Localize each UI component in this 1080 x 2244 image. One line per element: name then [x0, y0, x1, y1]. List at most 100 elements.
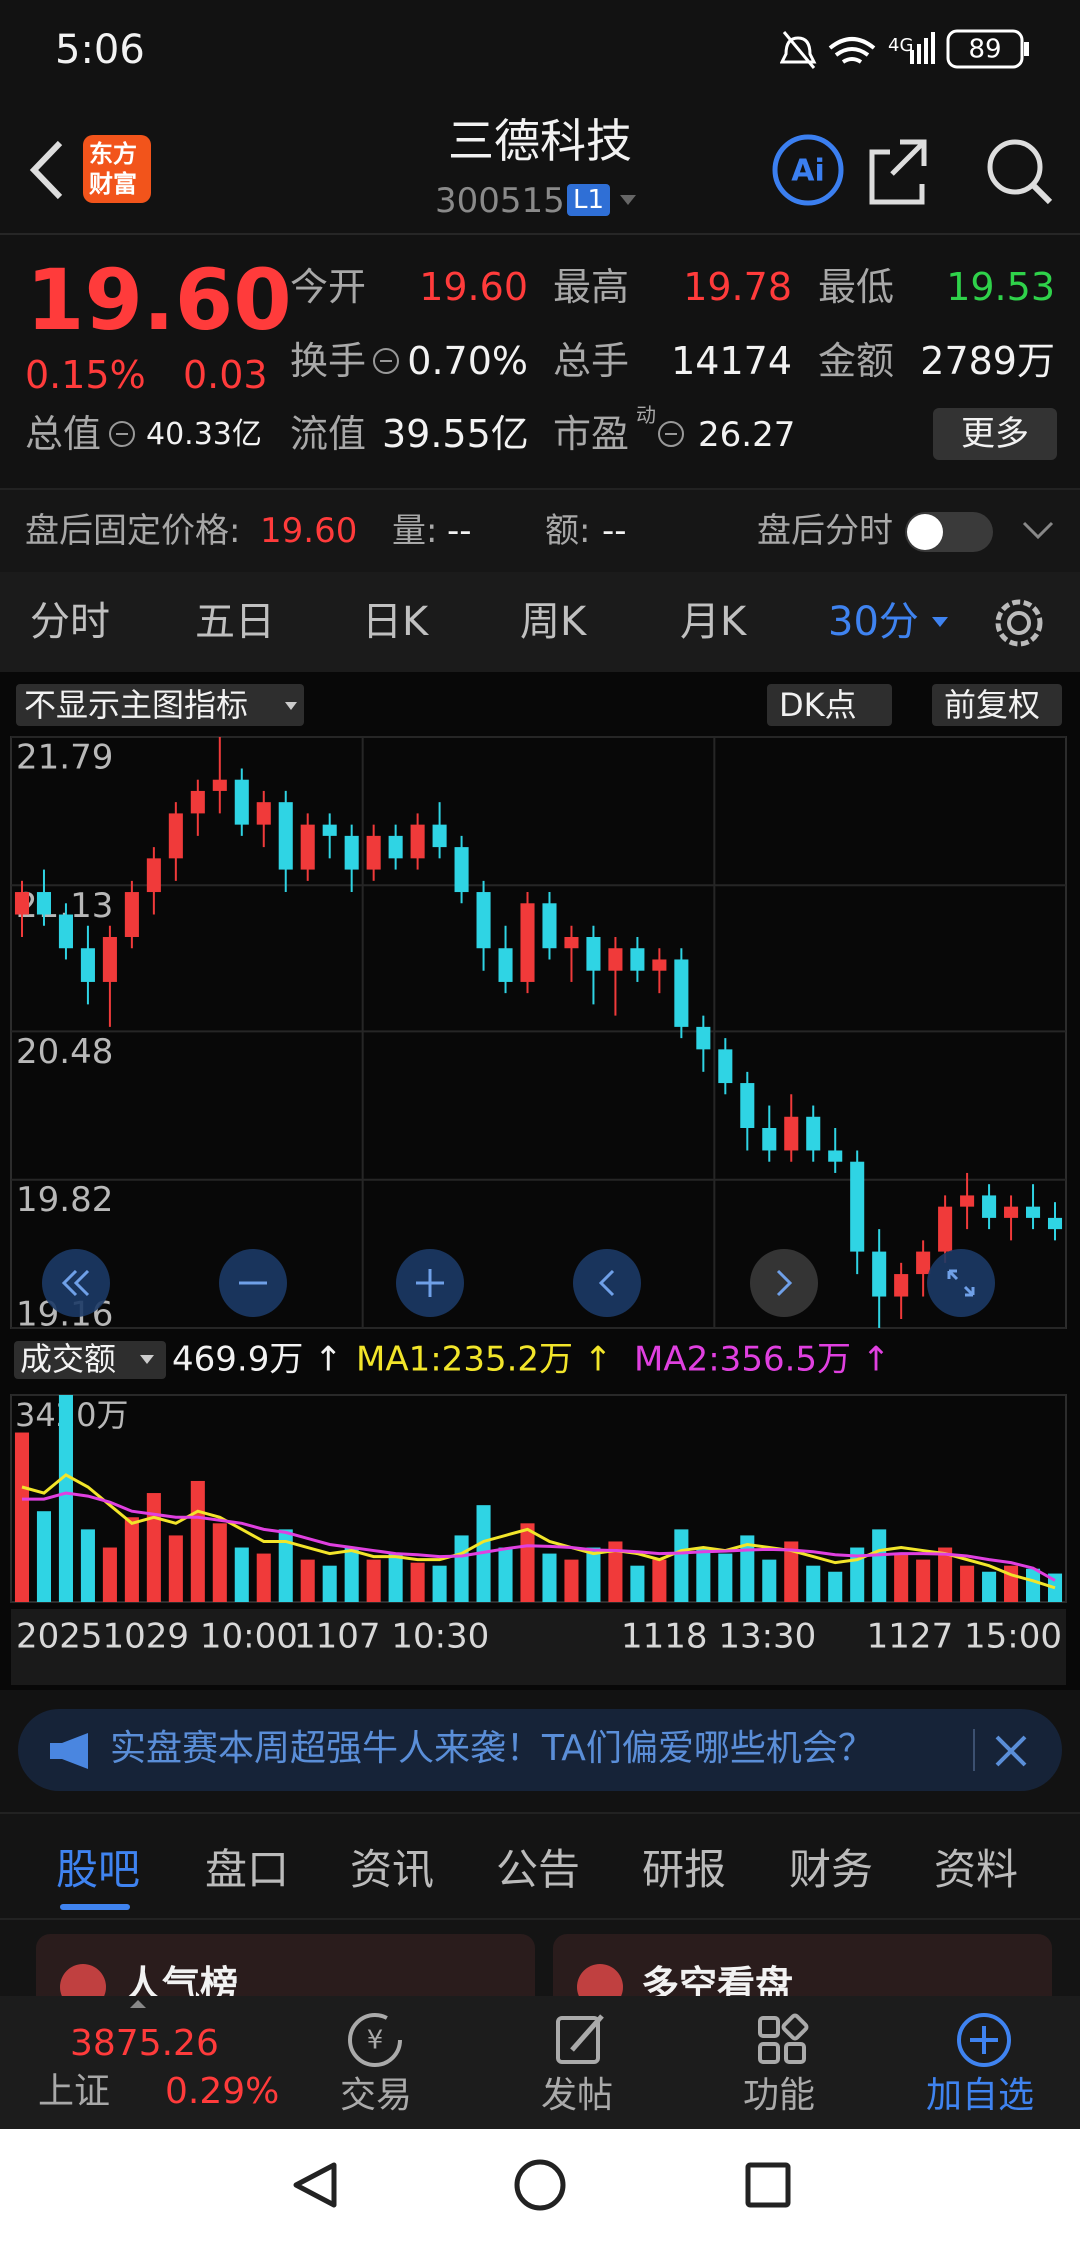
- more-button[interactable]: 更多: [933, 408, 1057, 460]
- search-button[interactable]: [987, 139, 1043, 195]
- info-icon[interactable]: [657, 419, 687, 449]
- period-tab[interactable]: 分时: [30, 599, 110, 645]
- chart-nav-icon: [776, 1269, 793, 1297]
- candle-body: [168, 813, 183, 859]
- network-label: 4G: [888, 35, 913, 56]
- back-key[interactable]: [293, 2162, 337, 2208]
- chart-nav-button[interactable]: [750, 1249, 818, 1317]
- ai-button[interactable]: [772, 134, 844, 206]
- recents-key[interactable]: [745, 2162, 791, 2208]
- volume-bar: [608, 1541, 623, 1602]
- period-tab[interactable]: 周K: [520, 599, 587, 645]
- field-label: 市盈: [553, 412, 630, 456]
- logo-text: 东方: [89, 140, 137, 168]
- info-icon[interactable]: [372, 346, 402, 376]
- dk-button[interactable]: DK点: [767, 684, 892, 726]
- status-icons: 4G 89: [780, 29, 1029, 69]
- volume-bar: [872, 1529, 887, 1602]
- candle-body: [498, 948, 513, 982]
- candle-body: [652, 959, 667, 971]
- code-dropdown[interactable]: [618, 192, 638, 208]
- volume-bar: [36, 1511, 52, 1602]
- info-icon[interactable]: [108, 419, 138, 449]
- period-tab[interactable]: 月K: [680, 599, 747, 645]
- field-label: 金额: [818, 339, 895, 383]
- home-key[interactable]: [514, 2159, 566, 2211]
- chart-nav-icon: [61, 1269, 90, 1297]
- toggle[interactable]: [905, 512, 993, 552]
- adjust-label: 前复权: [944, 686, 1041, 724]
- period-tab[interactable]: 五日: [195, 599, 275, 645]
- nav-item[interactable]: 发帖: [541, 2075, 614, 2116]
- candle-body: [190, 790, 205, 814]
- expand-button[interactable]: [1020, 518, 1056, 542]
- volume-bar: [718, 1553, 733, 1602]
- content-tab[interactable]: 财务: [789, 1845, 874, 1894]
- candle-body: [762, 1128, 777, 1151]
- period-tab-active[interactable]: 30分: [828, 599, 919, 645]
- nav-item-add[interactable]: 加自选: [926, 2075, 1035, 2116]
- candle-body: [784, 1116, 799, 1151]
- content-tab[interactable]: 研报: [642, 1845, 727, 1894]
- settings-button[interactable]: [990, 594, 1048, 652]
- adjust-button[interactable]: 前复权: [932, 684, 1062, 726]
- y-tick-label: 20.48: [16, 1032, 113, 1072]
- content-tab[interactable]: 公告: [496, 1845, 581, 1894]
- back-button[interactable]: [20, 135, 80, 205]
- volume-bar: [1025, 1568, 1041, 1602]
- index-name: 上证: [38, 2071, 111, 2112]
- content-tab[interactable]: 盘口: [205, 1845, 290, 1894]
- candle-body: [14, 892, 30, 915]
- candle-body: [388, 835, 403, 859]
- x-tick-label: 1107 10:30: [294, 1617, 489, 1657]
- share-button[interactable]: [869, 139, 927, 205]
- volume-bar: [652, 1559, 667, 1602]
- candle-body: [894, 1274, 909, 1297]
- close-button[interactable]: [993, 1733, 1029, 1769]
- field-label: 总值: [25, 412, 102, 456]
- content-tab-active[interactable]: 股吧: [56, 1845, 141, 1894]
- divider: [0, 233, 1080, 235]
- signal-bar: [924, 38, 928, 64]
- candle-body: [740, 1083, 755, 1129]
- after-amount: --: [602, 511, 627, 551]
- volume-bar: [630, 1565, 645, 1602]
- candle-body: [322, 824, 337, 836]
- ma1-line: [21, 1473, 1056, 1590]
- candle-body: [960, 1195, 975, 1207]
- volume-bar: [564, 1559, 579, 1602]
- divider: [0, 1918, 1080, 1920]
- indicator-button[interactable]: 不显示主图指标: [16, 684, 304, 726]
- nav-item[interactable]: 功能: [743, 2075, 816, 2116]
- dk-label: DK点: [779, 686, 857, 724]
- period-caret: [932, 617, 948, 627]
- candle-body: [564, 936, 579, 949]
- caret: [130, 2000, 146, 2008]
- volume-selector[interactable]: [14, 1341, 166, 1379]
- volume-bar: [1047, 1573, 1063, 1602]
- candle-body: [212, 779, 227, 791]
- candle-body: [410, 824, 425, 859]
- y-tick-label: 21.79: [16, 738, 113, 778]
- nav-item[interactable]: 交易: [340, 2075, 413, 2116]
- candle-body: [234, 779, 249, 825]
- banner[interactable]: 实盘赛本周超强牛人来袭！TA们偏爱哪些机会？: [18, 1709, 1062, 1791]
- content-tab[interactable]: 资料: [934, 1845, 1019, 1894]
- volume-bar: [102, 1547, 117, 1602]
- pe-mark: 动: [636, 403, 656, 427]
- period-tab[interactable]: 日K: [362, 599, 429, 645]
- content-tab[interactable]: 资讯: [350, 1845, 435, 1894]
- index-widget[interactable]: 3875.26 上证 0.29%: [0, 1996, 300, 2129]
- chart-nav-icon: [416, 1269, 444, 1297]
- caret: [620, 195, 636, 205]
- megaphone: [50, 1733, 88, 1769]
- plus: [970, 2026, 998, 2054]
- volume-bar: [828, 1571, 843, 1602]
- info-circle: [109, 421, 135, 447]
- chart-nav-button[interactable]: [573, 1249, 641, 1317]
- chart-nav-button[interactable]: [927, 1249, 995, 1317]
- grid-icon: [758, 2016, 780, 2038]
